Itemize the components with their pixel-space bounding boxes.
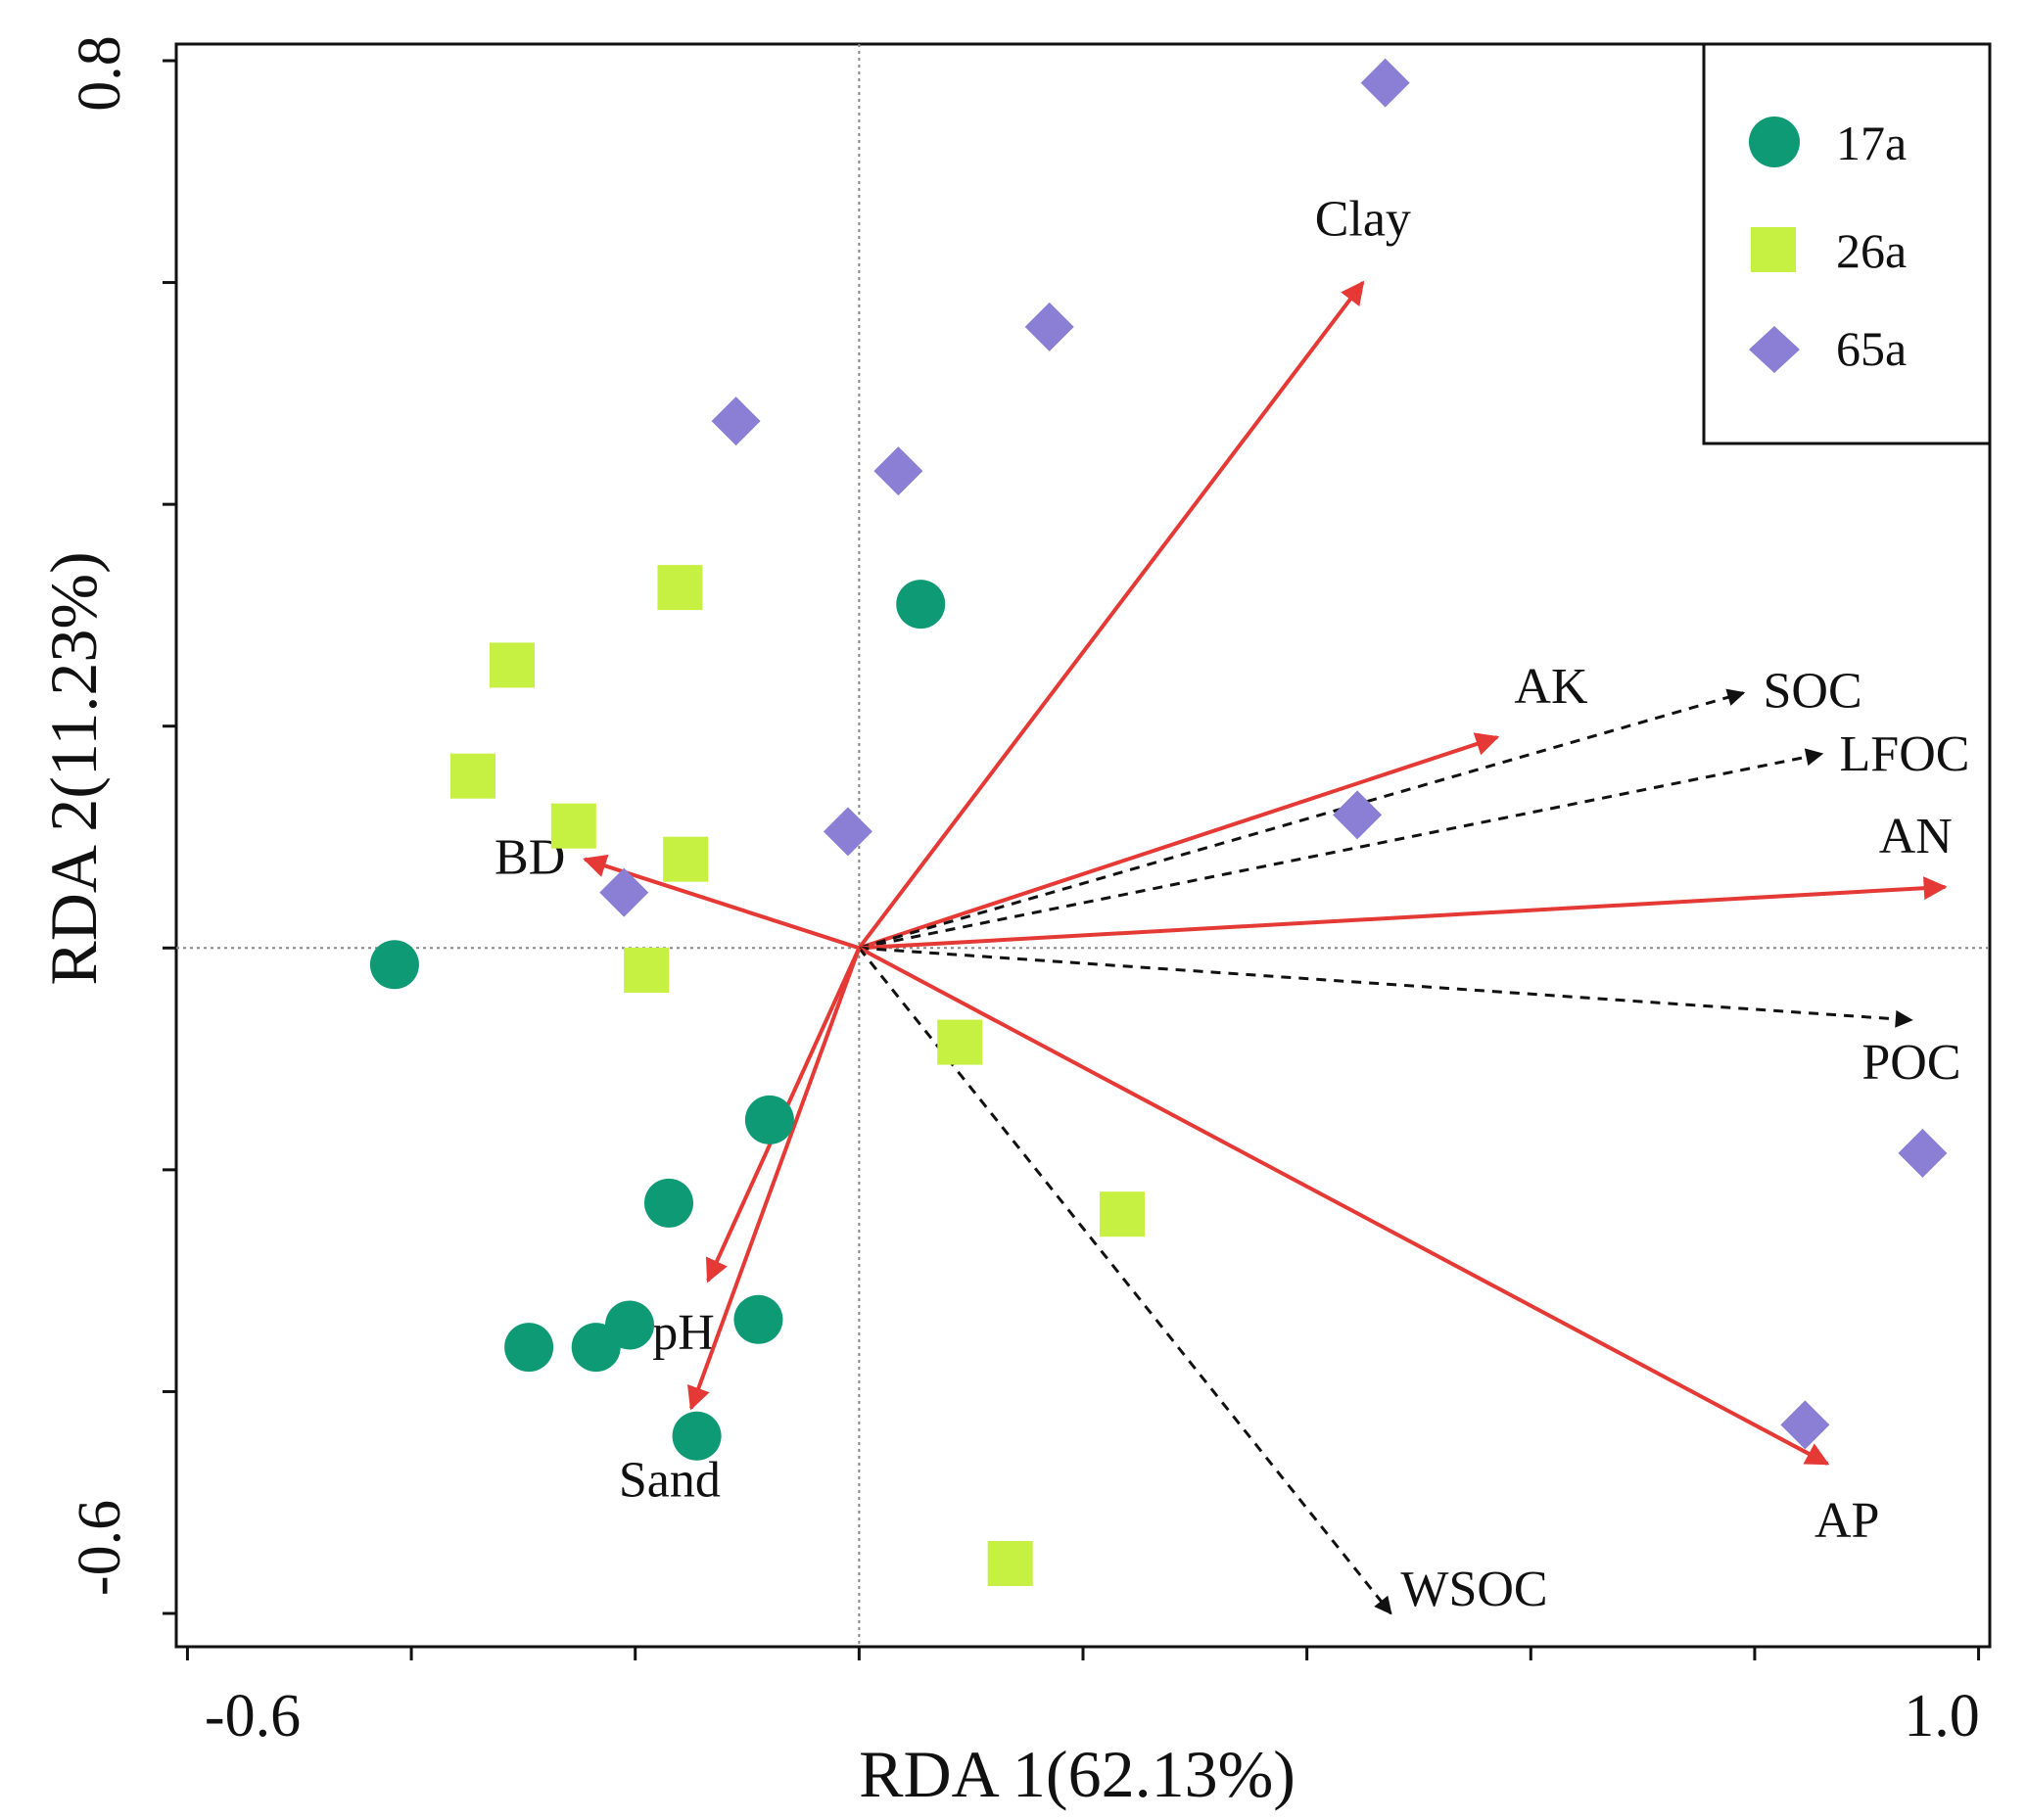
vector-label-ap: AP [1814, 1493, 1879, 1549]
point-17a-7 [605, 1300, 654, 1350]
vector-label-clay: Clay [1315, 192, 1411, 248]
x-tick-label-min: -0.6 [205, 1683, 301, 1750]
point-65a-6 [599, 867, 649, 917]
point-26a-9 [987, 1541, 1033, 1587]
vector-label-sand: Sand [619, 1452, 721, 1508]
vector-ap [858, 946, 1830, 1466]
point-65a-1 [1360, 58, 1410, 108]
vector-label-an: AN [1879, 809, 1953, 864]
legend-label-26a: 26a [1836, 223, 1907, 278]
point-26a-2 [489, 642, 535, 688]
point-65a-9 [1780, 1400, 1830, 1450]
y-axis-ticks [163, 59, 176, 1615]
point-26a-4 [550, 803, 596, 849]
point-65a-3 [711, 397, 761, 446]
point-65a-4 [873, 446, 923, 496]
y-tick-label-max: 0.8 [67, 35, 133, 112]
point-26a-5 [663, 836, 709, 882]
point-17a-3 [744, 1095, 794, 1144]
vector-an [859, 876, 1948, 951]
point-26a-8 [1100, 1191, 1146, 1237]
point-26a-7 [937, 1019, 983, 1065]
vector-ak [858, 732, 1500, 951]
point-17a-1 [896, 580, 946, 630]
point-17a-5 [504, 1323, 554, 1373]
point-65a-2 [1024, 302, 1074, 351]
legend: 17a 26a 65a [1702, 42, 1992, 445]
legend-label-65a: 65a [1836, 321, 1907, 376]
point-26a-3 [449, 753, 495, 799]
legend-marker-65a [1749, 326, 1800, 373]
x-axis-title: RDA 1(62.13%) [859, 1737, 1296, 1811]
point-65a-7 [1333, 790, 1383, 840]
vector-clay [857, 280, 1365, 950]
x-axis-ticks [185, 1647, 1981, 1660]
vector-label-poc: POC [1861, 1035, 1960, 1091]
point-65a-8 [1898, 1128, 1948, 1178]
vector-label-lfoc: LFOC [1840, 726, 1970, 782]
legend-marker-26a [1751, 227, 1796, 272]
point-26a-6 [624, 947, 670, 993]
point-65a-5 [823, 807, 872, 857]
vector-label-ph: pH [652, 1305, 715, 1361]
legend-label-17a: 17a [1836, 116, 1907, 170]
point-17a-9 [672, 1411, 722, 1461]
point-17a-2 [369, 940, 419, 990]
vector-label-soc: SOC [1763, 664, 1861, 720]
vector-bd [582, 854, 860, 951]
point-17a-8 [733, 1294, 783, 1344]
vector-label-ak: AK [1514, 659, 1588, 715]
point-17a-4 [644, 1178, 694, 1228]
y-tick-label-min: -0.6 [67, 1500, 133, 1596]
point-26a-1 [657, 565, 703, 611]
vector-label-wsoc: WSOC [1400, 1562, 1547, 1617]
vector-sand [687, 947, 862, 1411]
x-tick-label-max: 1.0 [1904, 1683, 1980, 1750]
vector-poc [859, 946, 1913, 1028]
legend-marker-17a [1749, 117, 1800, 167]
vector-soc [858, 688, 1746, 950]
vector-lfoc [859, 748, 1824, 950]
y-axis-title: RDA 2(11.23%) [36, 551, 111, 985]
sample-points [369, 58, 1948, 1587]
